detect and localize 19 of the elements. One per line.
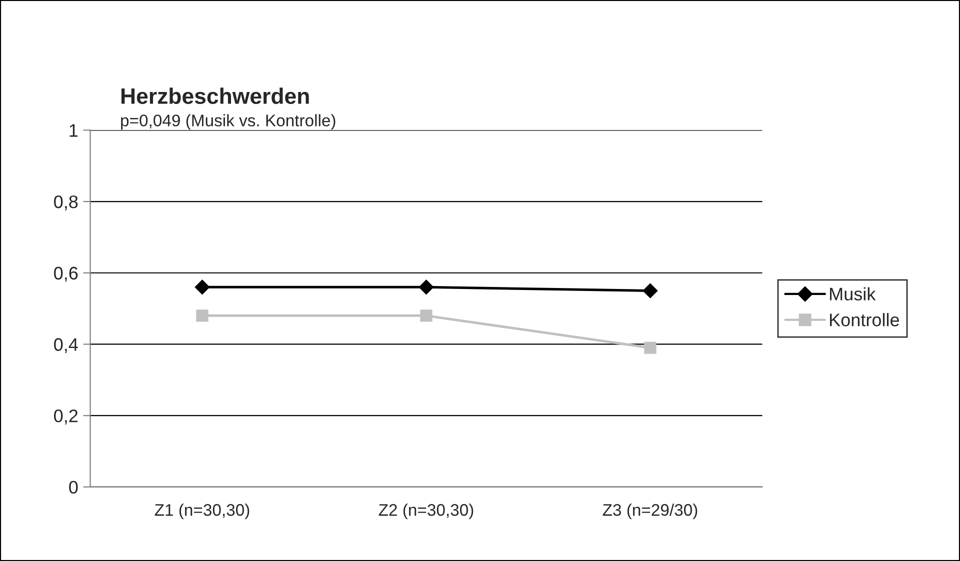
legend-label: Musik [830, 287, 876, 300]
y-tick-label: 1 [70, 124, 78, 137]
point [194, 280, 210, 295]
chart-title: Herzbeschwerden [121, 88, 309, 104]
x-tick-label: Z2 (n=30,30) [378, 504, 474, 520]
point [418, 280, 434, 295]
x-tick-label: Z1 (n=30,30) [154, 504, 250, 520]
point [196, 310, 208, 322]
point [642, 283, 658, 298]
x-tick-label: Z3 (n=29/30) [602, 504, 698, 520]
y-tick-label: 0,8 [54, 195, 78, 210]
legend-label: Kontrolle [830, 313, 899, 326]
chart-subtitle: p=0,049 (Musik vs. Kontrolle) [121, 114, 336, 130]
y-tick-label: 0,4 [54, 338, 78, 354]
y-tick-label: 0,2 [54, 410, 78, 424]
point [644, 342, 656, 354]
y-tick-label: 0,6 [54, 266, 78, 282]
point [420, 310, 432, 322]
y-tick-label: 0 [69, 480, 78, 494]
